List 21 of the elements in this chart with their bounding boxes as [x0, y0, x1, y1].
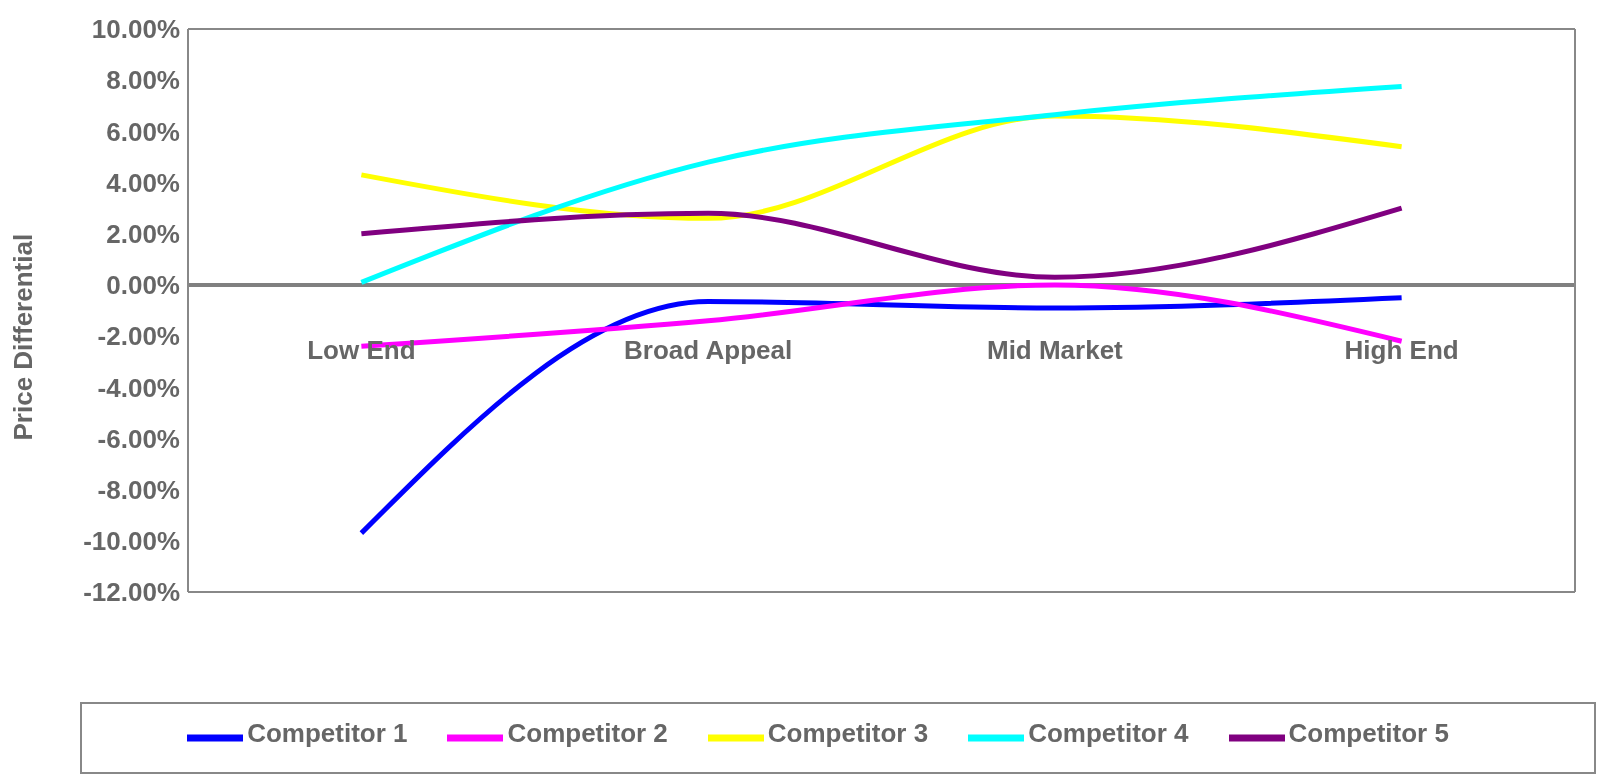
- legend-label: Competitor 2: [507, 718, 668, 749]
- legend-label: Competitor 1: [247, 718, 408, 749]
- y-tick-label: 10.00%: [91, 14, 180, 45]
- x-tick-label: Broad Appeal: [624, 335, 793, 366]
- legend-label: Competitor 5: [1288, 718, 1449, 749]
- y-tick-label: 8.00%: [106, 65, 180, 96]
- y-axis-title: Price Differential: [8, 233, 39, 441]
- legend-label: Competitor 3: [767, 718, 929, 749]
- y-tick-label: -12.00%: [83, 577, 180, 608]
- legend-label: Competitor 4: [1028, 718, 1189, 749]
- y-tick-label: 6.00%: [106, 116, 180, 147]
- y-tick-label: 4.00%: [106, 167, 180, 198]
- y-tick-label: -6.00%: [97, 423, 180, 454]
- y-tick-label: -10.00%: [83, 526, 180, 557]
- y-tick-label: 0.00%: [106, 270, 180, 301]
- y-tick-label: -4.00%: [97, 372, 180, 403]
- y-tick-label: -8.00%: [97, 474, 180, 505]
- y-tick-label: 2.00%: [106, 218, 180, 249]
- x-tick-label: High End: [1344, 335, 1459, 366]
- x-tick-label: Mid Market: [986, 335, 1124, 366]
- y-tick-label: -2.00%: [97, 321, 180, 352]
